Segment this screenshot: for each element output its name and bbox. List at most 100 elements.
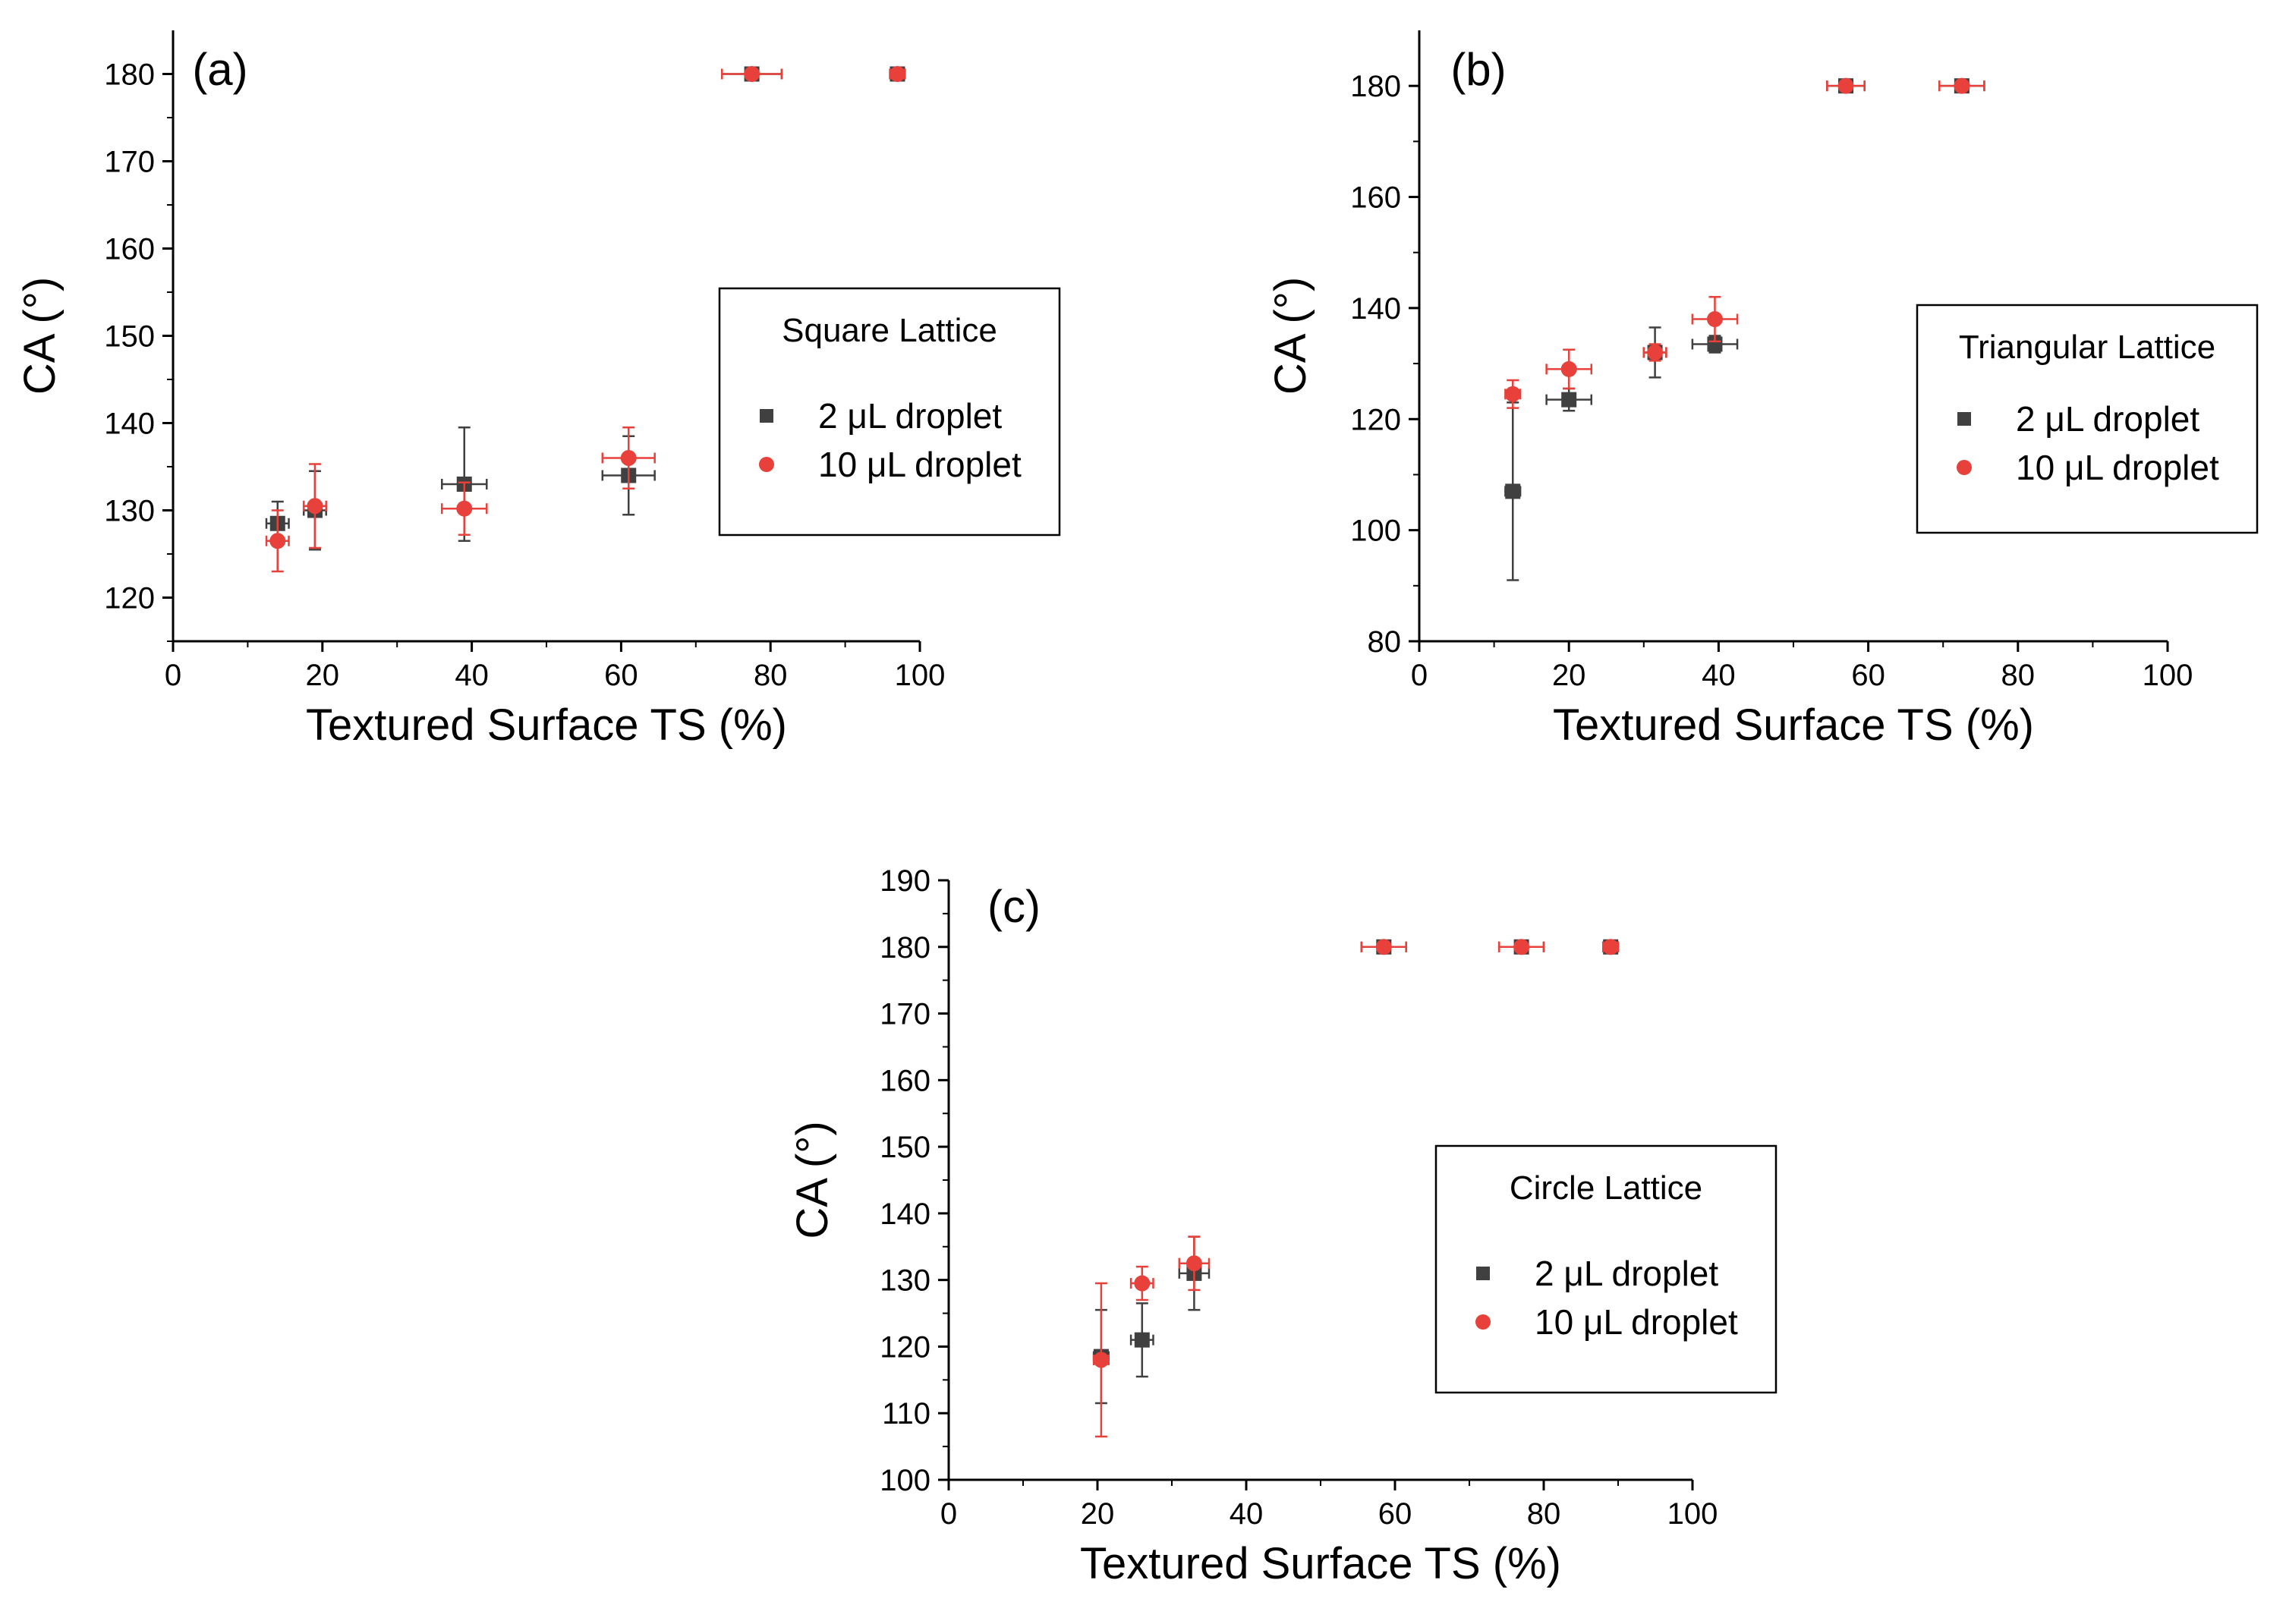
legend: Square Lattice 2 μL droplet 10 μL droplet xyxy=(718,287,1061,537)
legend-box xyxy=(1916,304,2259,534)
x-axis-label: Textured Surface TS (%) xyxy=(306,700,787,750)
x-tick-label: 80 xyxy=(1527,1497,1561,1531)
y-tick-label: 170 xyxy=(880,998,930,1031)
marker-circle xyxy=(1134,1275,1151,1292)
marker-circle xyxy=(307,498,323,515)
y-tick-label: 100 xyxy=(880,1464,930,1497)
y-tick-label: 180 xyxy=(880,931,930,965)
data-point xyxy=(1642,343,1667,362)
x-tick-label: 20 xyxy=(1081,1497,1115,1531)
x-tick-label: 0 xyxy=(165,659,181,692)
x-tick-label: 0 xyxy=(1411,659,1428,692)
legend-entry-label: 2 μL droplet xyxy=(2016,399,2199,439)
data-point xyxy=(720,66,783,82)
y-tick-label: 150 xyxy=(880,1131,930,1164)
x-tick-label: 60 xyxy=(1851,659,1885,692)
x-tick-label: 100 xyxy=(2143,659,2193,692)
legend-marker-square xyxy=(1476,1267,1490,1280)
y-axis-label: CA (°) xyxy=(15,277,65,395)
data-point xyxy=(1545,348,1593,390)
y-tick-label: 140 xyxy=(880,1198,930,1231)
marker-circle xyxy=(744,66,760,82)
data-point xyxy=(1092,1282,1110,1438)
y-tick-label: 180 xyxy=(104,58,155,92)
legend-box xyxy=(718,287,1061,537)
y-axis-label: CA (°) xyxy=(788,1121,837,1238)
chart-panel-2: 0 20 40 60 80 100 80 100 120 140 160 180 Textured Su… xyxy=(1266,30,2259,750)
legend-entry-label: 2 μL droplet xyxy=(818,396,1002,436)
x-tick-label: 60 xyxy=(1378,1497,1412,1531)
data-point xyxy=(1602,939,1620,955)
x-tick-label: 80 xyxy=(754,659,788,692)
data-point xyxy=(1504,401,1522,581)
series-2 xyxy=(265,66,906,573)
data-point xyxy=(1129,1265,1154,1301)
y-tick-label: 180 xyxy=(1350,70,1401,103)
x-tick-label: 100 xyxy=(895,659,946,692)
marker-circle xyxy=(1093,1352,1110,1368)
panel-label: (a) xyxy=(192,44,247,95)
x-tick-label: 60 xyxy=(604,659,638,692)
marker-circle xyxy=(1504,386,1521,402)
data-point xyxy=(1504,379,1522,409)
marker-circle xyxy=(889,66,905,82)
y-tick-label: 140 xyxy=(1350,292,1401,326)
series-2 xyxy=(1504,77,1985,409)
marker-square xyxy=(1134,1332,1150,1348)
series-1 xyxy=(1504,78,1985,581)
y-tick-label: 130 xyxy=(880,1264,930,1298)
legend-title: Circle Lattice xyxy=(1510,1169,1702,1207)
x-tick-label: 0 xyxy=(940,1497,957,1531)
x-tick-label: 80 xyxy=(2001,659,2036,692)
y-tick-label: 150 xyxy=(104,320,155,354)
data-point xyxy=(1178,1235,1211,1292)
marker-circle xyxy=(1837,77,1854,94)
legend-box xyxy=(1434,1144,1777,1394)
marker-circle xyxy=(1513,939,1530,955)
x-axis-label: Textured Surface TS (%) xyxy=(1080,1539,1561,1588)
legend-marker-circle xyxy=(1957,460,1972,475)
data-point xyxy=(1938,77,1985,94)
legend-marker-square xyxy=(760,409,773,423)
y-tick-label: 190 xyxy=(880,864,930,898)
data-point xyxy=(601,426,656,489)
y-tick-label: 160 xyxy=(104,233,155,266)
y-tick-label: 120 xyxy=(104,582,155,615)
legend-entry-label: 2 μL droplet xyxy=(1535,1254,1718,1293)
legend-entry-label: 10 μL droplet xyxy=(1535,1302,1738,1342)
marker-circle xyxy=(1560,360,1577,377)
legend: Circle Lattice 2 μL droplet 10 μL droplet xyxy=(1434,1144,1777,1394)
data-point xyxy=(889,66,906,82)
x-tick-label: 40 xyxy=(455,659,489,692)
chart-panel-1: 0 20 40 60 80 100 120 130 140 150 160 170 180 Texture… xyxy=(15,30,1061,750)
data-point xyxy=(1691,296,1739,343)
marker-circle xyxy=(1602,939,1619,955)
marker-circle xyxy=(456,500,473,517)
x-tick-label: 20 xyxy=(1552,659,1586,692)
data-point xyxy=(1497,939,1545,955)
marker-circle xyxy=(1954,77,1970,94)
panel-label: (c) xyxy=(987,881,1041,932)
y-tick-label: 130 xyxy=(104,495,155,528)
data-point xyxy=(302,463,327,549)
y-axis-label: CA (°) xyxy=(1266,277,1315,395)
data-point xyxy=(1129,1302,1154,1378)
y-tick-label: 160 xyxy=(1350,181,1401,215)
series-2 xyxy=(1092,939,1620,1438)
data-point xyxy=(1545,387,1593,412)
y-tick-label: 110 xyxy=(882,1397,930,1430)
y-tick-label: 140 xyxy=(104,408,155,441)
chart-panel-3: 0 20 40 60 80 100 100 110 120 130 140 150 160 170 180 1… xyxy=(788,864,1777,1588)
legend-marker-square xyxy=(1957,412,1971,426)
marker-circle xyxy=(1706,311,1723,328)
y-tick-label: 160 xyxy=(880,1064,930,1097)
legend-title: Square Lattice xyxy=(782,312,997,349)
y-tick-label: 170 xyxy=(104,146,155,179)
data-point xyxy=(265,509,290,573)
marker-square xyxy=(1561,392,1577,408)
legend-entry-label: 10 μL droplet xyxy=(818,445,1022,484)
legend: Triangular Lattice 2 μL droplet 10 μL drop… xyxy=(1916,304,2259,534)
legend-title: Triangular Lattice xyxy=(1959,329,2215,366)
x-tick-label: 40 xyxy=(1702,659,1736,692)
marker-circle xyxy=(269,533,286,549)
